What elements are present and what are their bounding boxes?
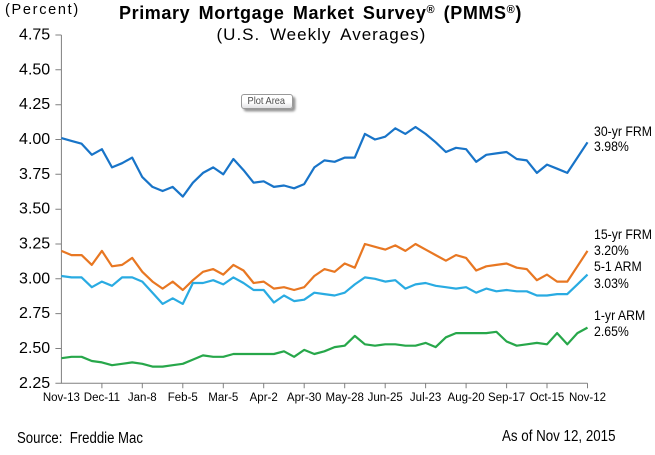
svg-text:Aug-20: Aug-20 — [448, 392, 485, 404]
svg-text:2.75: 2.75 — [19, 305, 50, 322]
svg-text:Nov-13: Nov-13 — [43, 392, 80, 404]
svg-text:4.25: 4.25 — [19, 96, 50, 113]
svg-text:4.00: 4.00 — [19, 131, 50, 148]
svg-text:Jul-23: Jul-23 — [410, 392, 441, 404]
svg-text:Sep-17: Sep-17 — [488, 392, 525, 404]
svg-text:2.25: 2.25 — [19, 375, 50, 392]
svg-text:Mar-5: Mar-5 — [208, 392, 238, 404]
svg-text:Oct-15: Oct-15 — [530, 392, 565, 404]
svg-text:May-28: May-28 — [326, 392, 364, 404]
svg-text:3.00: 3.00 — [19, 270, 50, 287]
svg-text:4.75: 4.75 — [19, 27, 50, 44]
svg-text:Dec-11: Dec-11 — [84, 392, 120, 404]
svg-text:Apr-30: Apr-30 — [287, 392, 322, 404]
svg-text:4.50: 4.50 — [19, 61, 50, 78]
svg-text:Apr-2: Apr-2 — [250, 392, 278, 404]
svg-text:Jun-25: Jun-25 — [368, 392, 403, 404]
svg-text:Nov-12: Nov-12 — [569, 392, 606, 404]
svg-text:3.50: 3.50 — [19, 201, 50, 218]
svg-text:Jan-8: Jan-8 — [128, 392, 157, 404]
svg-text:3.75: 3.75 — [19, 166, 50, 183]
svg-text:3.25: 3.25 — [19, 236, 50, 253]
svg-text:2.50: 2.50 — [19, 340, 50, 357]
svg-text:Feb-5: Feb-5 — [168, 392, 198, 404]
